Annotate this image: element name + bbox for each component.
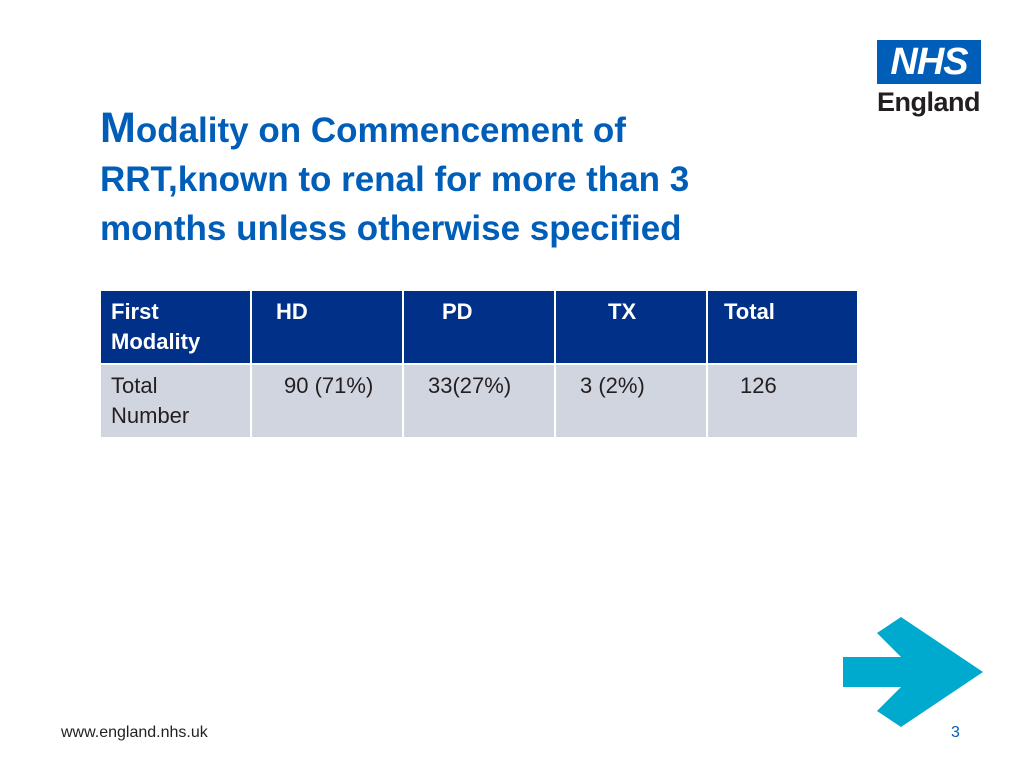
cell-total: 126	[706, 363, 859, 439]
table-row: Total Number 90 (71%) 33(27%) 3 (2%) 126	[99, 363, 859, 439]
header-total: Total	[706, 289, 859, 365]
footer-url[interactable]: www.england.nhs.uk	[61, 724, 208, 741]
nhs-logo-region: England	[877, 87, 981, 117]
page-number: 3	[951, 724, 960, 741]
nhs-logo-box: NHS	[877, 40, 981, 84]
modality-table: First Modality HD PD TX Total Total Numb…	[99, 289, 859, 439]
arrow-right-icon[interactable]	[843, 617, 983, 727]
cell-hd: 90 (71%)	[250, 363, 404, 439]
header-first-modality: First Modality	[99, 289, 252, 365]
title-first-letter: M	[100, 104, 136, 152]
header-pd: PD	[402, 289, 556, 365]
slide-title: Modality on Commencement of RRT,known to…	[100, 104, 820, 253]
nhs-england-logo: NHS England	[877, 40, 983, 118]
header-hd: HD	[250, 289, 404, 365]
title-rest: odality on Commencement of RRT,known to …	[100, 111, 690, 248]
nhs-logo-mark: NHS	[890, 41, 968, 83]
cell-tx: 3 (2%)	[554, 363, 708, 439]
table-header-row: First Modality HD PD TX Total	[99, 289, 859, 365]
cell-pd: 33(27%)	[402, 363, 556, 439]
cell-row-label: Total Number	[99, 363, 252, 439]
header-tx: TX	[554, 289, 708, 365]
